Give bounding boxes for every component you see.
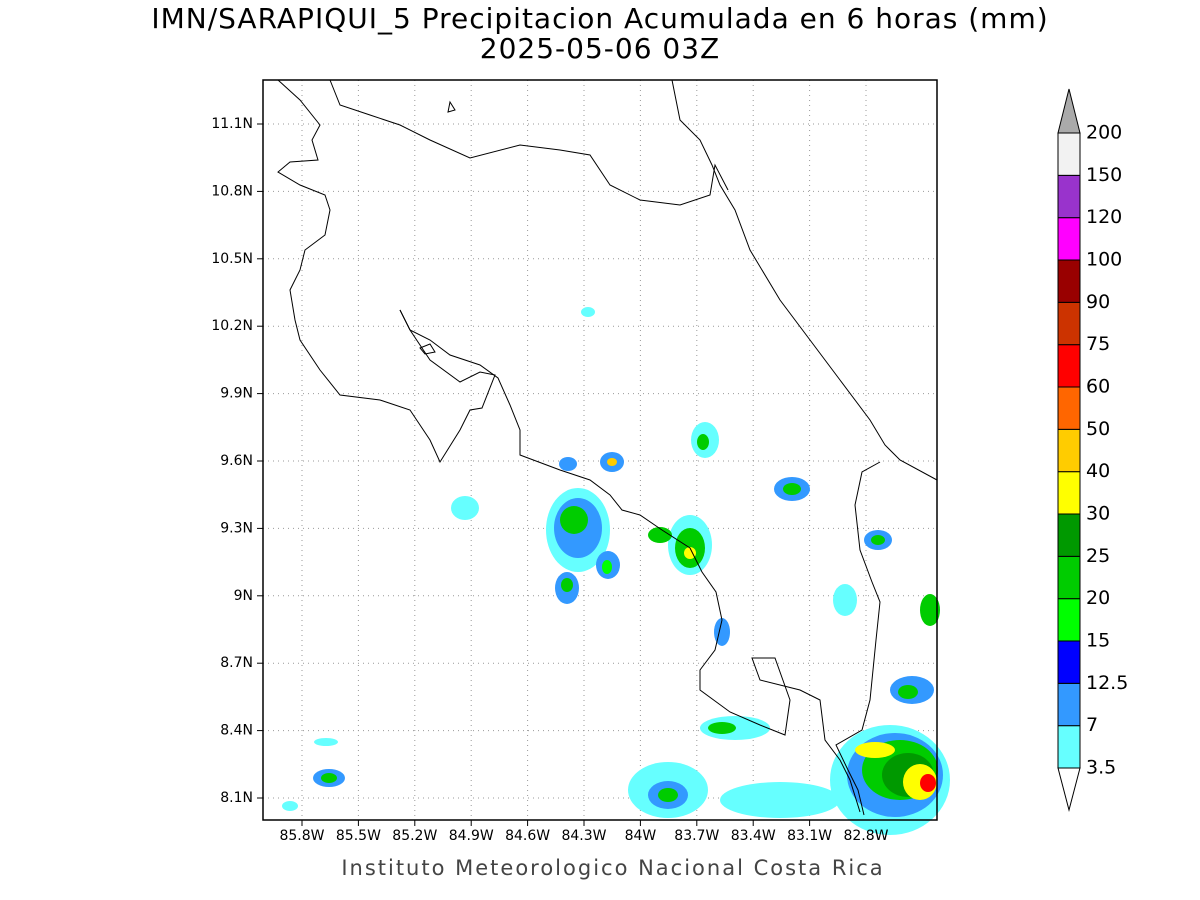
lon-label: 85.5W xyxy=(336,828,381,844)
lon-label: 84.9W xyxy=(449,828,494,844)
colorbar-swatch xyxy=(1057,174,1081,219)
rain-area xyxy=(658,788,678,802)
colorbar-swatch xyxy=(1057,132,1081,176)
colorbar-label: 40 xyxy=(1086,460,1110,482)
rain-area xyxy=(581,307,595,317)
lon-label: 85.2W xyxy=(392,828,437,844)
colorbar-label: 30 xyxy=(1086,503,1110,525)
colorbar-swatch xyxy=(1057,471,1081,515)
lat-label: 9.9N xyxy=(220,386,253,402)
lat-label: 9.3N xyxy=(220,520,253,536)
lat-label: 9.6N xyxy=(220,453,253,469)
map-frame xyxy=(262,79,938,821)
rain-area xyxy=(920,774,936,792)
colorbar-label: 75 xyxy=(1086,333,1110,355)
rain-area xyxy=(607,458,617,466)
rain-area xyxy=(708,722,736,734)
lon-label: 84.6W xyxy=(505,828,550,844)
colorbar-swatch xyxy=(1057,301,1081,346)
colorbar-label: 3.5 xyxy=(1086,757,1116,779)
colorbar-under xyxy=(1057,767,1081,812)
colorbar: 3.5 7 12.5 15 20 25 30 40 50 60 75 90 100 120 150 200 xyxy=(1057,88,1128,812)
colorbar-label: 120 xyxy=(1086,206,1122,228)
rain-area xyxy=(697,434,709,450)
lon-label: 85.8W xyxy=(279,828,324,844)
coastline xyxy=(671,79,938,481)
colorbar-label: 20 xyxy=(1086,587,1110,609)
colorbar-swatch xyxy=(1057,640,1081,684)
colorbar-label: 60 xyxy=(1086,376,1110,398)
colorbar-label: 100 xyxy=(1086,249,1122,271)
colorbar-swatch xyxy=(1057,598,1081,642)
colorbar-label: 25 xyxy=(1086,545,1110,567)
rain-area xyxy=(314,738,338,746)
lon-label: 83.4W xyxy=(731,828,776,844)
border xyxy=(835,461,881,816)
coastlines xyxy=(277,79,938,816)
colorbar-swatch xyxy=(1057,682,1081,727)
rain-area xyxy=(451,496,479,520)
rain-area xyxy=(560,506,588,534)
lat-label: 8.1N xyxy=(220,790,253,806)
colorbar-swatch xyxy=(1057,555,1081,600)
rain-area xyxy=(833,584,857,616)
colorbar-label: 90 xyxy=(1086,291,1110,313)
rain-area xyxy=(920,594,940,626)
precipitation xyxy=(282,307,950,835)
coastline xyxy=(399,309,861,813)
rain-area xyxy=(871,535,885,545)
rain-area xyxy=(648,527,672,543)
lat-label: 9N xyxy=(234,588,253,604)
island xyxy=(419,343,436,355)
colorbar-label: 50 xyxy=(1086,418,1110,440)
rain-area xyxy=(783,483,801,495)
lon-label: 84.3W xyxy=(561,828,606,844)
lon-label: 83.7W xyxy=(674,828,719,844)
lat-label: 10.5N xyxy=(211,251,253,267)
colorbar-label: 12.5 xyxy=(1086,672,1128,694)
colorbar-swatch xyxy=(1057,428,1081,473)
lon-label: 83.1W xyxy=(787,828,832,844)
rain-area xyxy=(898,685,918,699)
rain-area xyxy=(559,457,577,471)
colorbar-label: 7 xyxy=(1086,714,1098,736)
subtitle: 2025-05-06 03Z xyxy=(480,32,720,65)
colorbar-swatch xyxy=(1057,725,1081,769)
colorbar-over xyxy=(1057,88,1081,134)
rain-area xyxy=(282,801,298,811)
rain-area xyxy=(855,742,895,758)
colorbar-swatch xyxy=(1057,217,1081,261)
coastline xyxy=(329,79,729,206)
rain-area xyxy=(602,560,612,574)
lat-label: 8.4N xyxy=(220,723,253,739)
rain-area xyxy=(561,578,573,592)
colorbar-label: 150 xyxy=(1086,164,1122,186)
lat-label: 8.7N xyxy=(220,655,253,671)
lon-label: 84W xyxy=(625,828,657,844)
title: IMN/SARAPIQUI_5 Precipitacion Acumulada … xyxy=(151,2,1048,35)
colorbar-swatch xyxy=(1057,259,1081,303)
colorbar-swatch xyxy=(1057,386,1081,430)
rain-area xyxy=(684,547,696,559)
coastline xyxy=(277,79,496,464)
colorbar-label: 200 xyxy=(1086,122,1122,144)
colorbar-label: 15 xyxy=(1086,630,1110,652)
colorbar-swatch xyxy=(1057,344,1081,388)
lat-label: 11.1N xyxy=(211,116,253,132)
lat-label: 10.2N xyxy=(211,318,253,334)
grid xyxy=(257,80,937,826)
rain-area xyxy=(321,773,337,783)
lat-label: 10.8N xyxy=(211,183,253,199)
lon-label: 82.8W xyxy=(843,828,888,844)
footer: Instituto Meteorologico Nacional Costa R… xyxy=(341,856,884,880)
island xyxy=(447,100,456,113)
rain-area xyxy=(720,782,840,818)
colorbar-swatch xyxy=(1057,513,1081,557)
